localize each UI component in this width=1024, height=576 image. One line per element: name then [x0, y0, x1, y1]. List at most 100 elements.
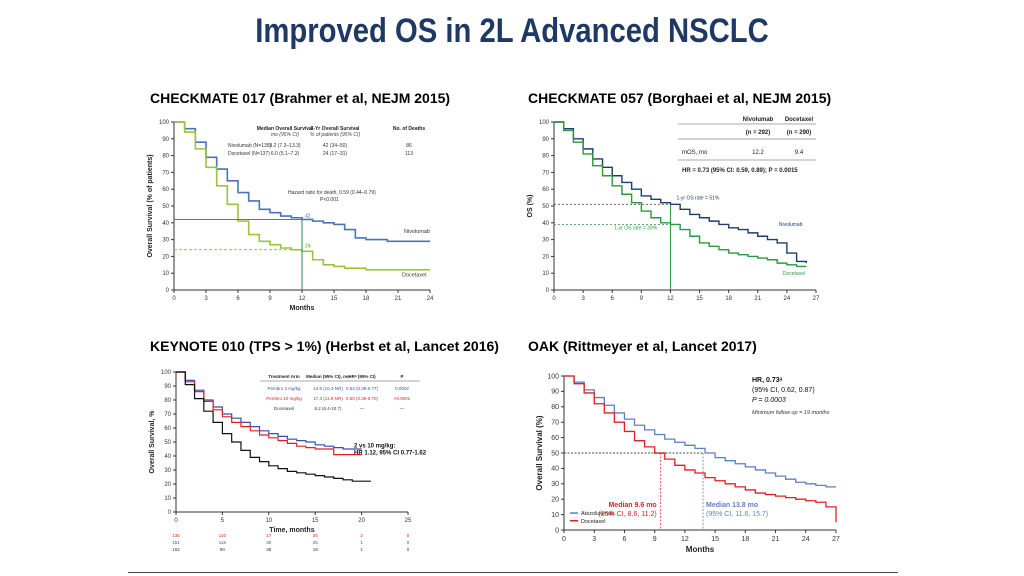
rate-label-nivolumab: 1-yr OS rate = 51% [676, 195, 719, 201]
table-subheader: mo (95% CI) [271, 132, 299, 138]
y-axis-label: Overall Survival (% of patients) [147, 154, 154, 257]
table-col-head: Median (95% CI), mo [306, 374, 350, 379]
series-line-2 [564, 375, 837, 523]
legend-label-atezolizumab: Atezolizumab [581, 511, 614, 517]
x-tick-label: 0 [174, 518, 178, 524]
y-tick-label: 70 [551, 420, 559, 427]
table-row-label: Pembro 2 mg/kg [267, 386, 301, 391]
y-tick-label: 90 [162, 137, 169, 143]
y-tick-label: 0 [555, 527, 559, 534]
table-cell: 0.50 (0.36-0.70) [346, 396, 379, 401]
series-line-3 [176, 371, 371, 482]
series-line-2 [174, 121, 430, 271]
y-tick-label: 20 [162, 254, 169, 260]
p-value-text: P<0.001 [320, 197, 339, 203]
y-tick-label: 80 [164, 398, 171, 404]
x-tick-label: 9 [640, 296, 644, 302]
y-tick-label: 50 [162, 204, 169, 210]
median-ci-atezolizumab: (95% CI, 11.8, 15.7) [706, 511, 768, 518]
table-cell: 6.0 (5.1–7.3) [271, 151, 300, 157]
y-tick-label: 90 [164, 384, 171, 390]
y-tick-label: 40 [542, 221, 549, 227]
table-cell: 86 [406, 143, 412, 149]
table-cell: — [400, 406, 405, 411]
table-cell: 42 (34–50) [323, 143, 348, 149]
x-tick-label: 9 [653, 536, 657, 543]
table-cell: 12.2 [752, 150, 764, 156]
table-col-n: (n = 290) [787, 130, 812, 136]
x-tick-label: 18 [741, 536, 749, 543]
table-row-label: Nivolumab (N=135) [228, 143, 272, 149]
y-axis-label: OS (%) [527, 195, 534, 218]
y-tick-label: 30 [542, 238, 549, 244]
table-cell: — [360, 406, 365, 411]
x-tick-label: 12 [681, 536, 689, 543]
y-tick-label: 0 [168, 510, 172, 516]
x-tick-label: 3 [204, 296, 208, 302]
x-tick-label: 6 [236, 296, 240, 302]
risk-table-value: 38 [266, 547, 272, 552]
risk-table-value: 135 [172, 533, 180, 538]
x-tick-label: 15 [331, 296, 338, 302]
x-tick-label: 27 [832, 536, 840, 543]
hazard-ratio-text: HR = 0.73 (95% CI: 0.59, 0.89); P = 0.00… [682, 168, 798, 174]
x-tick-label: 24 [784, 296, 791, 302]
series-line-1 [554, 121, 807, 264]
heading-checkmate-057: CHECKMATE 057 (Borghaei et al, NEJM 2015… [528, 90, 832, 106]
y-tick-label: 10 [164, 496, 171, 502]
x-axis-label: Months [686, 545, 715, 554]
risk-table-value: 25 [313, 540, 319, 545]
y-tick-label: 20 [551, 497, 559, 504]
y-tick-label: 10 [551, 512, 559, 519]
series-label-nivolumab: Nivolumab [779, 222, 803, 228]
comparison-note: 2 vs 10 mg/kg: [354, 444, 395, 450]
table-col-head: P [400, 374, 403, 379]
x-tick-label: 21 [754, 296, 761, 302]
y-tick-label: 30 [164, 468, 171, 474]
x-tick-label: 12 [299, 296, 306, 302]
x-tick-label: 5 [221, 518, 225, 524]
y-tick-label: 60 [551, 435, 559, 442]
follow-up-note: Minimum follow up = 19 months [752, 410, 830, 416]
table-cell: 9.4 [795, 150, 804, 156]
legend-label-docetaxel: Docetaxel [581, 519, 605, 525]
series-line-2 [176, 371, 362, 456]
y-tick-label: 20 [164, 482, 171, 488]
table-row-label: Docetaxel (N=137) [228, 151, 270, 157]
x-tick-label: 3 [592, 536, 596, 543]
y-tick-label: 30 [551, 481, 559, 488]
table-cell: <0.0001 [394, 396, 411, 401]
x-tick-label: 9 [268, 296, 272, 302]
slide-title: Improved OS in 2L Advanced NSCLC [255, 12, 769, 50]
risk-table-value: 1 [360, 540, 363, 545]
risk-table-value: 2 [360, 533, 363, 538]
y-tick-label: 80 [551, 404, 559, 411]
x-tick-label: 25 [405, 518, 412, 524]
y-tick-label: 10 [162, 271, 169, 277]
y-tick-label: 80 [162, 154, 169, 160]
table-cell: 14.9 (10.4-NR) [313, 386, 343, 391]
y-tick-label: 90 [542, 137, 549, 143]
x-tick-label: 24 [802, 536, 810, 543]
risk-table-value: 0 [407, 547, 410, 552]
heading-oak: OAK (Rittmeyer et al, Lancet 2017) [528, 338, 757, 354]
y-tick-label: 80 [542, 154, 549, 160]
risk-table-value: 30 [266, 540, 272, 545]
y-tick-label: 40 [164, 454, 171, 460]
series-line-1 [176, 371, 362, 450]
x-tick-label: 24 [427, 296, 434, 302]
chart-oak: 0 10 20 30 40 50 60 70 80 90 100 0 3 6 9 12 15 18 21 24 27 Mo… [535, 373, 840, 554]
heading-keynote-010: KEYNOTE 010 (TPS > 1%) (Herbst et al, La… [150, 338, 499, 354]
x-tick-label: 0 [562, 536, 566, 543]
bottom-divider [128, 572, 898, 573]
x-tick-label: 21 [772, 536, 780, 543]
p-value-text: P = 0.0003 [752, 397, 786, 404]
table-cell: 0.0002 [395, 386, 409, 391]
heading-checkmate-017: CHECKMATE 017 (Brahmer et al, NEJM 2015) [150, 90, 451, 106]
table-col-head: Treatment Arm [268, 374, 300, 379]
table-header: 1-Yr Overall Survival [311, 126, 361, 132]
table-col-head: HRᵃ (95% CI) [348, 374, 376, 379]
x-axis-label: Months [290, 305, 315, 312]
table-row-label: Pembro 10 mg/kg [266, 396, 302, 401]
y-tick-label: 0 [166, 288, 170, 294]
